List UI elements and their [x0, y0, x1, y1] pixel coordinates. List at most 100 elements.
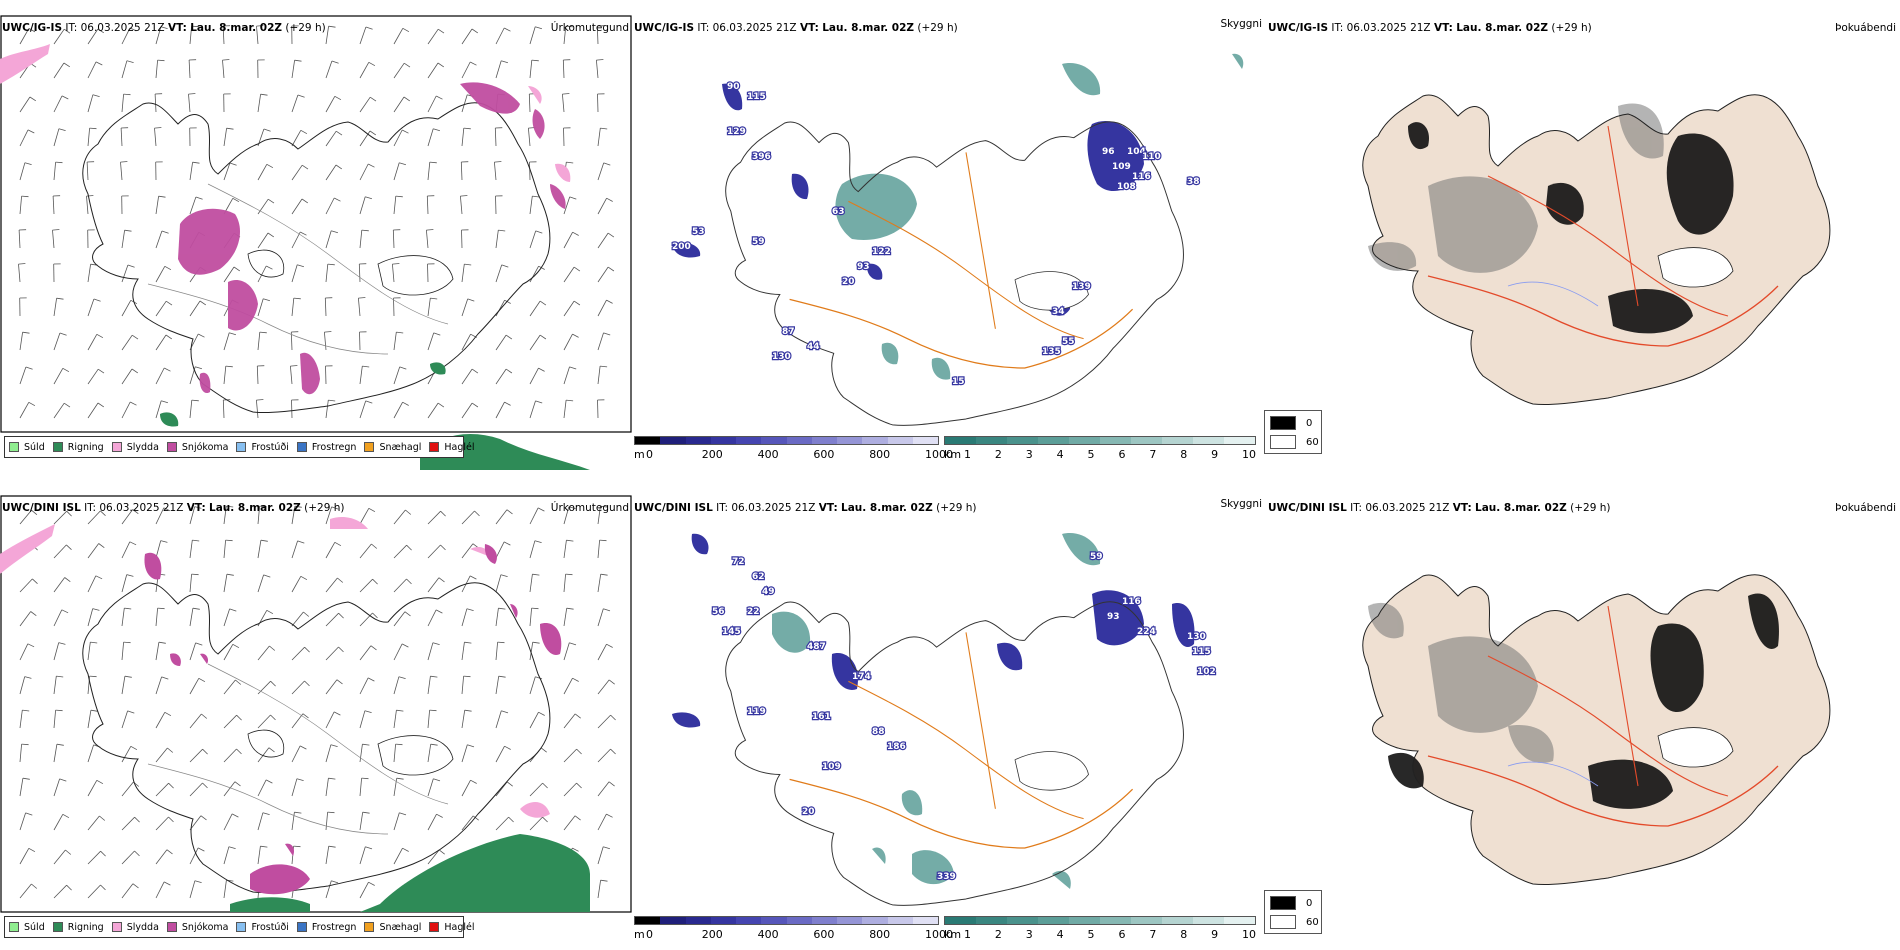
wind-barb [53, 778, 60, 797]
wind-barb [427, 609, 437, 627]
wind-barb-flag [610, 748, 616, 755]
wind-barb-flag [198, 677, 206, 683]
wind-barb-flag [470, 779, 477, 784]
wind-barb [53, 95, 63, 113]
wind-barb-flag [368, 61, 376, 67]
wind-barb [461, 94, 468, 113]
wind-barb-flag [98, 543, 105, 549]
wind-barb [121, 230, 125, 249]
wind-barb [291, 231, 301, 249]
wind-barb-flag [606, 813, 613, 818]
wind-barb-flag [134, 850, 140, 857]
wind-barb [87, 298, 95, 317]
wind-barb-flag [197, 847, 205, 852]
wind-barb [529, 400, 536, 419]
wind-barb-flag [405, 509, 412, 515]
colorbar-tick-label: 9 [1211, 928, 1219, 941]
wind-barb [597, 813, 607, 831]
wind-barb-flag [301, 164, 309, 170]
colorbar-segment [1038, 437, 1069, 444]
wind-barb [87, 850, 101, 865]
wind-barb [53, 609, 63, 627]
wind-barb-flag [370, 645, 377, 651]
wind-barb [359, 331, 361, 351]
wind-barb-flag [402, 401, 409, 406]
wind-barb [189, 880, 196, 899]
wind-barb-flag [99, 815, 106, 821]
panel-label-fog: Þokuábendi [1835, 22, 1896, 34]
wind-barb-flag [331, 880, 339, 884]
wind-barb-flag [607, 266, 615, 272]
cloudbase-value-label: 139 [1072, 282, 1091, 292]
wind-barb-flag [328, 777, 336, 780]
wind-barb-flag [569, 196, 577, 200]
wind-barb-flag [97, 368, 105, 374]
colorbar-tick-label: 600 [813, 448, 835, 461]
legend-swatch [296, 922, 307, 932]
wind-barb [393, 366, 401, 385]
wind-barb [359, 62, 370, 79]
wind-barb [325, 400, 329, 419]
wind-barb-flag [464, 709, 472, 712]
wind-barb [291, 130, 302, 147]
wind-barb-flag [328, 399, 336, 402]
wind-barb [358, 263, 361, 283]
cloudbase-value-label: 487 [807, 642, 826, 652]
wind-barb-flag [294, 811, 302, 814]
legend-swatch [52, 442, 63, 452]
wind-barb-flag [168, 816, 174, 823]
visibility-areas [835, 53, 1244, 380]
legend-item: Rigning [52, 442, 104, 453]
wind-barb [597, 608, 604, 627]
wind-barb [324, 297, 327, 317]
cloudbase-colorbar: m 0 200 400 600 800 1000 [634, 436, 953, 466]
wind-barb [189, 642, 196, 661]
wind-barb [155, 642, 160, 661]
wind-barb [257, 94, 261, 113]
wind-barb-flag [62, 813, 70, 819]
wind-barb-flag [232, 643, 240, 649]
legend-label: Rigning [67, 921, 104, 933]
colorbar-tick-label: 400 [757, 448, 779, 461]
wind-barb-flag [600, 573, 608, 576]
wind-barb [291, 646, 305, 661]
wind-barb [87, 575, 97, 593]
wind-barb [257, 714, 271, 729]
cloudbase-value-label: 130 [772, 352, 791, 362]
legend-label: Haglél [444, 441, 475, 453]
wind-barb [86, 161, 89, 181]
colorbar-segment [1224, 917, 1255, 924]
colorbar-segment [862, 437, 888, 444]
colorbar-tick-label: 8 [1180, 448, 1188, 461]
colorbar-tick-label: 800 [869, 928, 891, 941]
wind-barb-flag [226, 127, 234, 130]
wind-barb-flag [86, 195, 94, 197]
legend-swatch [9, 442, 19, 452]
wind-barb-flag [93, 298, 101, 302]
legend-label: Frostregn [311, 441, 357, 453]
wind-barb-flag [90, 709, 98, 712]
wind-barb-flag [226, 573, 234, 576]
wind-barb-flag [21, 743, 29, 746]
legend-item: Slydda [111, 442, 159, 453]
wind-barb-flag [534, 540, 542, 543]
wind-barb-flag [95, 61, 103, 66]
wind-barb [460, 161, 463, 181]
wind-barb [461, 608, 468, 627]
wind-barb-flag [126, 60, 134, 63]
wind-barb [155, 26, 162, 45]
cloudbase-value-label: 119 [747, 707, 766, 717]
wind-barb-flag [501, 264, 509, 268]
cloudbase-value-label: 49 [762, 587, 775, 597]
wind-barb-flag [606, 197, 613, 202]
colorbar-tick-label: 600 [813, 928, 835, 941]
wind-barb-flag [368, 507, 376, 513]
wind-barb [427, 298, 431, 317]
wind-barb [461, 229, 463, 249]
wind-barb [393, 611, 406, 627]
wind-barb [223, 266, 235, 283]
colorbar-tick-label: 200 [701, 448, 723, 461]
wind-barb [19, 744, 22, 763]
wind-barb-flag [372, 612, 378, 619]
legend-item: Haglél [429, 441, 475, 453]
